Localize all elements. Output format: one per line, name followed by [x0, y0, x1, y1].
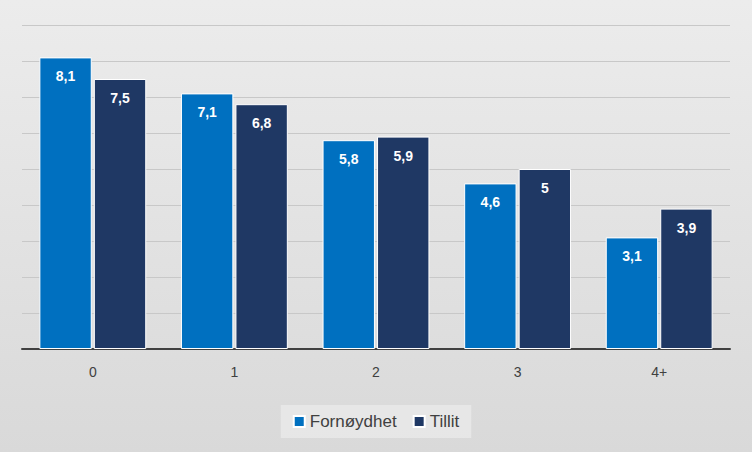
svg-text:3,9: 3,9 [677, 220, 697, 236]
svg-text:5,8: 5,8 [339, 151, 359, 167]
svg-text:Fornøydhet: Fornøydhet [310, 412, 397, 431]
svg-text:3,1: 3,1 [622, 248, 642, 264]
svg-text:2: 2 [372, 364, 380, 380]
svg-text:3: 3 [514, 364, 522, 380]
svg-text:8,1: 8,1 [56, 68, 76, 84]
svg-text:4+: 4+ [651, 364, 667, 380]
svg-text:0: 0 [89, 364, 97, 380]
svg-text:5: 5 [541, 180, 549, 196]
svg-text:6,8: 6,8 [252, 115, 272, 131]
svg-text:7,1: 7,1 [197, 104, 217, 120]
svg-text:1: 1 [231, 364, 239, 380]
svg-text:7,5: 7,5 [110, 90, 130, 106]
svg-text:Tillit: Tillit [430, 412, 460, 431]
svg-text:4,6: 4,6 [481, 194, 501, 210]
svg-text:5,9: 5,9 [394, 148, 414, 164]
